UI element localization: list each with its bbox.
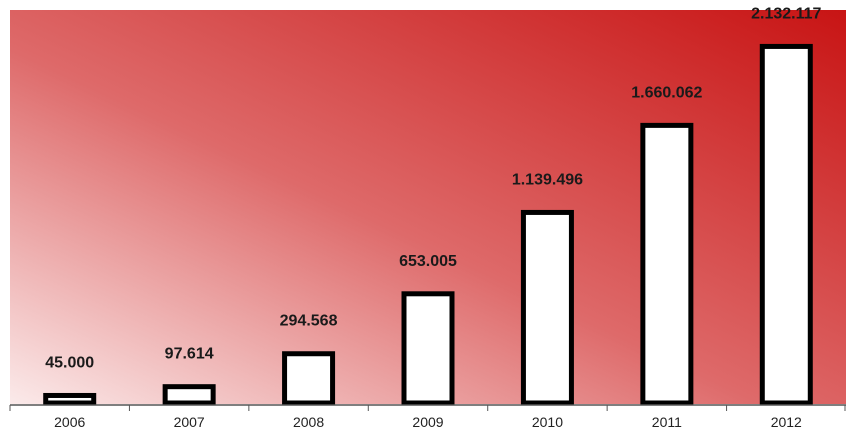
x-tick-label-2012: 2012 bbox=[771, 414, 802, 430]
data-labels-layer: 45.000 97.614 294.568 653.005 1.139.496 1.660… bbox=[45, 5, 821, 371]
x-tick-label-2006: 2006 bbox=[54, 414, 85, 430]
x-tick-label-2011: 2011 bbox=[652, 414, 682, 430]
x-tick-label-2008: 2008 bbox=[293, 414, 324, 430]
x-tick-label-2010: 2010 bbox=[532, 414, 563, 430]
bar-2008 bbox=[282, 351, 336, 406]
data-label-2008: 294.568 bbox=[280, 313, 338, 330]
data-label-2011: 1.660.062 bbox=[631, 84, 702, 101]
data-label-2009: 653.005 bbox=[399, 253, 457, 270]
data-label-2012: 2.132.117 bbox=[751, 5, 821, 22]
data-label-2010: 1.139.496 bbox=[512, 171, 583, 188]
x-tick-label-2007: 2007 bbox=[174, 414, 205, 430]
data-label-2007: 97.614 bbox=[165, 346, 214, 363]
bar-2009 bbox=[401, 291, 455, 406]
bar-2011 bbox=[640, 122, 694, 406]
bar-2006 bbox=[43, 392, 97, 406]
bar-2010 bbox=[520, 209, 574, 406]
bar-2012 bbox=[759, 43, 813, 406]
x-axis-ticks: 2006 2007 2008 2009 2010 2011 2012 bbox=[9, 405, 846, 430]
x-tick-label-2009: 2009 bbox=[412, 414, 443, 430]
data-label-2006: 45.000 bbox=[45, 354, 94, 371]
bar-2007 bbox=[162, 384, 216, 406]
bars-layer bbox=[43, 43, 813, 406]
